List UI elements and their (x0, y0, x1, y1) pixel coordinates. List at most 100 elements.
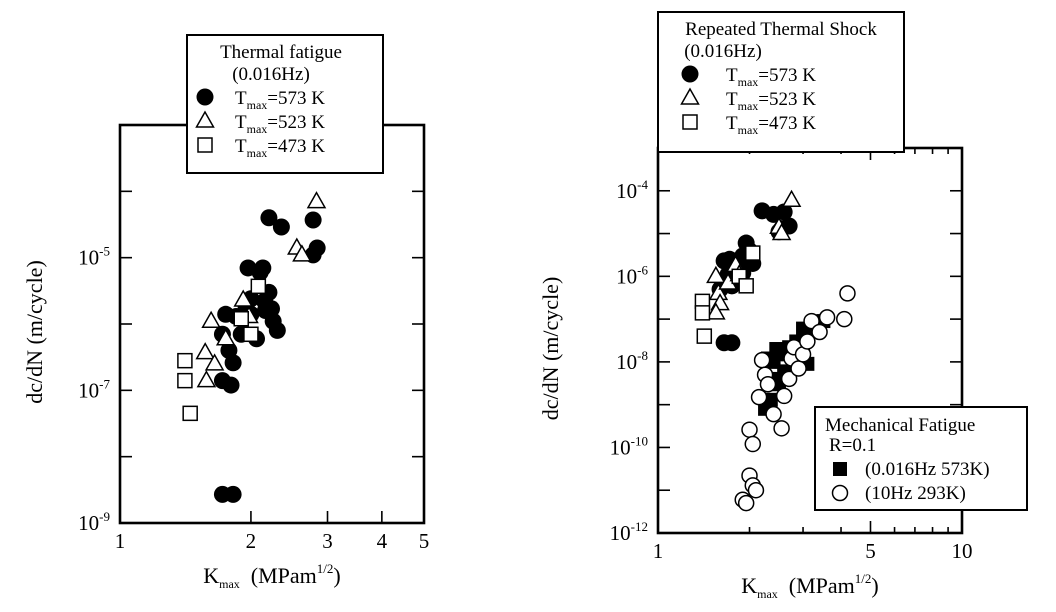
point-open-circle (803, 312, 820, 330)
point-filled-circle (224, 354, 242, 372)
point-open-circle (839, 285, 856, 302)
legend-box (186, 34, 384, 174)
y-tick-label: 10-5 (78, 244, 110, 270)
point-open-square (182, 405, 198, 422)
series-open-circle (734, 285, 856, 512)
point-open-square (250, 278, 267, 295)
point-open-square (233, 310, 249, 327)
point-filled-circle (272, 218, 290, 236)
legend-entry-label: Tmax=473 K (235, 136, 325, 160)
point-open-circle (744, 435, 762, 453)
legend-marker-open-triangle (195, 110, 215, 128)
series-filled-circle (711, 202, 798, 352)
legend-entry-label: Tmax=573 K (235, 88, 325, 112)
legend-title: Thermal fatigue (220, 42, 342, 63)
legend-marker-open-triangle (680, 87, 700, 105)
point-open-circle (811, 323, 828, 341)
legend-box (814, 406, 1028, 511)
point-filled-circle (775, 203, 793, 221)
point-open-square (694, 305, 711, 321)
point-open-circle (773, 420, 790, 437)
x-tick-label: 5 (419, 529, 430, 553)
y-axis-label: dc/dN (m/cycle) (22, 260, 47, 404)
legend-entry-label: Tmax=523 K (726, 89, 816, 113)
y-tick-label: 10-12 (610, 519, 648, 545)
point-open-square (177, 372, 193, 389)
point-filled-circle (254, 259, 272, 277)
x-axis-label: Kmax (MPam1/2) (741, 571, 879, 601)
legend-marker-open-circle (831, 484, 849, 502)
x-tick-label: 2 (246, 529, 257, 553)
legend-entry-label: (0.016Hz 573K) (865, 459, 990, 480)
legend: Repeated Thermal Shock(0.016Hz) Tmax=573 … (657, 11, 905, 153)
x-tick-label: 4 (377, 529, 388, 553)
point-open-circle (750, 388, 768, 406)
x-tick-label: 5 (865, 539, 876, 563)
y-tick-label: 10-8 (616, 348, 648, 374)
point-filled-square (763, 392, 778, 407)
legend-title: (0.016Hz) (684, 41, 762, 62)
point-open-circle (753, 351, 771, 369)
series-open-square (177, 278, 267, 422)
series-open-triangle (195, 191, 327, 388)
point-open-circle (759, 376, 777, 393)
point-open-circle (818, 309, 836, 326)
legend-entry-label: Tmax=523 K (235, 112, 325, 136)
y-tick-label: 10-7 (78, 376, 110, 402)
point-filled-circle (262, 300, 280, 318)
point-open-triangle (771, 223, 792, 241)
point-filled-circle (268, 321, 286, 339)
point-open-circle (799, 333, 816, 350)
chart-thermal-fatigue: 1 2 3 4 5 10-9 10-7 10-5 Kmax (MPam1/2) dc/dN (m/… (22, 34, 430, 591)
legend-entry-label: Tmax=473 K (726, 113, 816, 137)
point-open-square (738, 278, 754, 294)
point-filled-circle (260, 209, 278, 227)
x-tick-label: 3 (322, 529, 333, 553)
legend-box (657, 11, 905, 153)
point-open-square (696, 328, 713, 344)
point-open-circle (765, 405, 782, 423)
y-axis-label: dc/dN (m/cycle) (538, 277, 563, 421)
legend-marker-open-square (197, 137, 213, 153)
point-filled-circle (224, 485, 242, 503)
point-filled-circle (304, 211, 322, 229)
legend-marker-filled-circle (196, 88, 214, 106)
legend-title: Mechanical Fatigue (825, 415, 975, 436)
legend-title: Repeated Thermal Shock (685, 19, 877, 40)
point-open-triangle (204, 353, 225, 371)
x-tick-label: 10 (952, 539, 973, 563)
point-open-circle (741, 421, 758, 438)
point-open-triangle (233, 289, 254, 307)
y-tick-label: 10-4 (616, 177, 648, 203)
point-open-triangle (196, 370, 217, 388)
point-open-square (745, 245, 761, 261)
point-open-circle (737, 494, 755, 512)
chart-repeated-thermal-shock: 1 5 10 10-12 10-10 10-8 10-6 10-4 Kmax (MPam1/2)… (538, 11, 1028, 601)
point-open-triangle (781, 189, 802, 208)
point-open-square (177, 352, 193, 369)
point-open-circle (747, 481, 765, 499)
x-tick-label: 1 (115, 529, 126, 553)
legend-marker-open-square (682, 114, 698, 130)
point-open-triangle (215, 328, 236, 346)
x-tick-label: 1 (653, 539, 664, 563)
point-open-triangle (306, 191, 327, 209)
legend-marker-filled-square (833, 462, 847, 476)
point-open-circle (836, 310, 853, 328)
x-axis-label: Kmax (MPam1/2) (203, 561, 341, 591)
point-open-triangle (292, 244, 312, 262)
legend-title: (0.016Hz) (232, 64, 310, 85)
series-filled-circle (213, 209, 326, 503)
point-filled-circle (222, 376, 240, 394)
point-open-square (243, 326, 259, 343)
legend-entry-label: Tmax=573 K (726, 65, 816, 89)
legend: Thermal fatigue(0.016Hz) Tmax=573 KTmax=5… (186, 34, 384, 174)
point-open-triangle (706, 302, 726, 320)
y-tick-label: 10-9 (78, 509, 110, 535)
point-open-triangle (706, 265, 726, 284)
point-filled-circle (723, 334, 741, 352)
legend-entry-label: (10Hz 293K) (865, 483, 966, 504)
y-tick-label: 10-6 (616, 262, 648, 288)
